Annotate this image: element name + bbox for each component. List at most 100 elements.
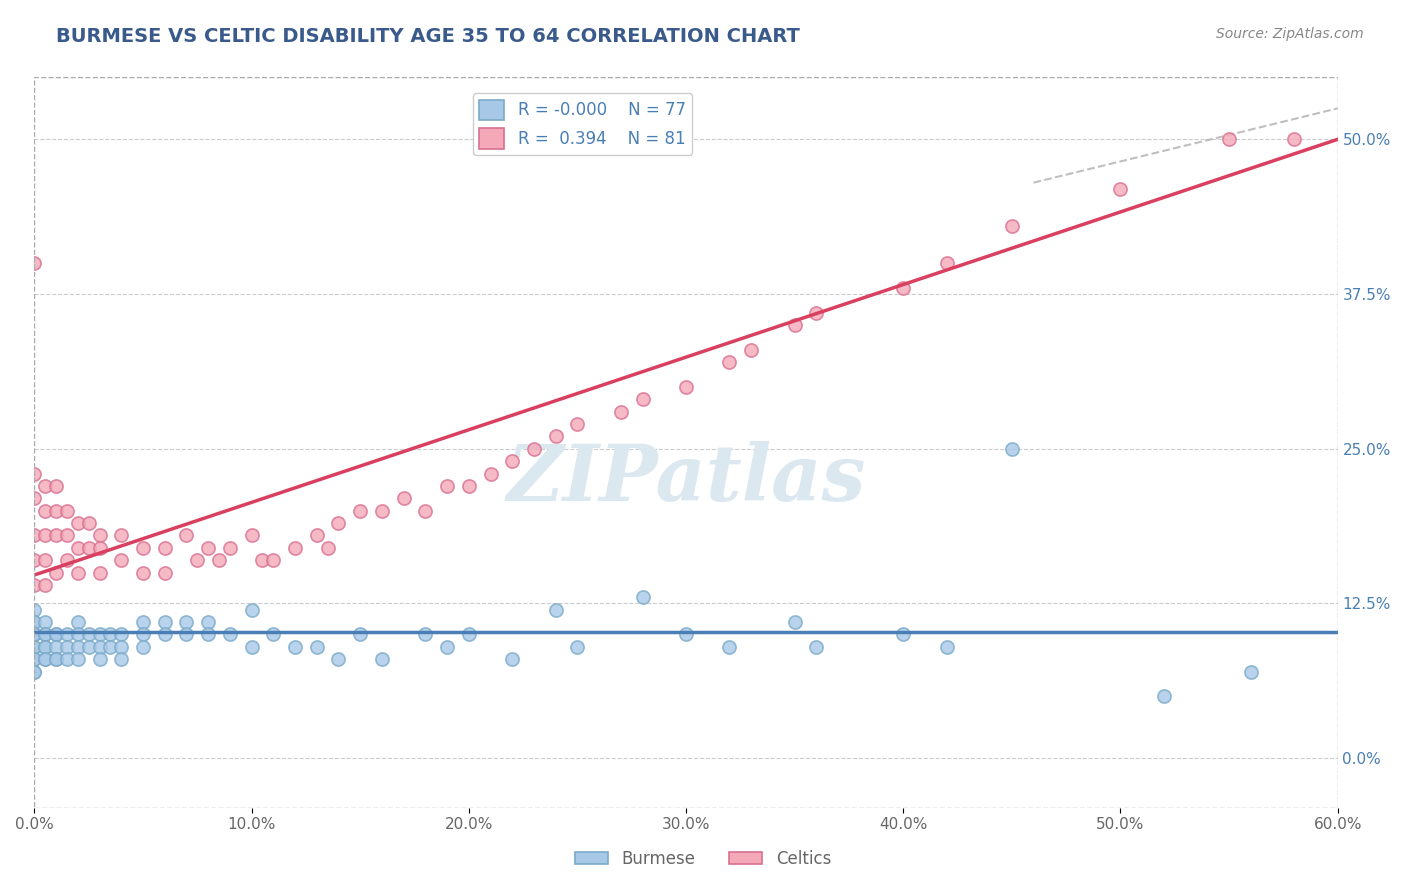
Point bbox=[110, 640, 132, 654]
Point bbox=[22, 665, 45, 679]
Point bbox=[45, 627, 67, 641]
Point bbox=[132, 615, 155, 629]
Point bbox=[34, 503, 56, 517]
Point bbox=[45, 652, 67, 666]
Point bbox=[34, 528, 56, 542]
Point bbox=[110, 528, 132, 542]
Point bbox=[631, 392, 654, 407]
Point bbox=[22, 553, 45, 567]
Point bbox=[718, 355, 741, 369]
Point bbox=[501, 454, 523, 468]
Point bbox=[56, 553, 79, 567]
Point bbox=[567, 640, 589, 654]
Point bbox=[66, 541, 89, 555]
Point bbox=[436, 640, 458, 654]
Point bbox=[284, 541, 307, 555]
Point bbox=[22, 491, 45, 506]
Text: BURMESE VS CELTIC DISABILITY AGE 35 TO 64 CORRELATION CHART: BURMESE VS CELTIC DISABILITY AGE 35 TO 6… bbox=[56, 27, 800, 45]
Point bbox=[1001, 219, 1024, 233]
Point bbox=[457, 627, 479, 641]
Point bbox=[415, 503, 437, 517]
Point bbox=[22, 665, 45, 679]
Point bbox=[22, 640, 45, 654]
Legend: R = -0.000    N = 77, R =  0.394    N = 81: R = -0.000 N = 77, R = 0.394 N = 81 bbox=[472, 93, 692, 155]
Point bbox=[66, 615, 89, 629]
Point bbox=[675, 627, 697, 641]
Point bbox=[153, 627, 176, 641]
Point bbox=[132, 627, 155, 641]
Point bbox=[935, 256, 957, 270]
Point bbox=[186, 553, 208, 567]
Point bbox=[22, 467, 45, 481]
Point bbox=[544, 602, 567, 616]
Point bbox=[783, 615, 806, 629]
Point bbox=[34, 627, 56, 641]
Point bbox=[610, 404, 633, 418]
Point bbox=[56, 503, 79, 517]
Point bbox=[66, 652, 89, 666]
Point bbox=[479, 467, 502, 481]
Point bbox=[89, 652, 111, 666]
Point bbox=[22, 627, 45, 641]
Point bbox=[305, 640, 328, 654]
Text: Source: ZipAtlas.com: Source: ZipAtlas.com bbox=[1216, 27, 1364, 41]
Point bbox=[34, 640, 56, 654]
Point bbox=[110, 652, 132, 666]
Point bbox=[153, 615, 176, 629]
Point bbox=[197, 541, 219, 555]
Point bbox=[56, 627, 79, 641]
Point bbox=[240, 528, 263, 542]
Point bbox=[110, 627, 132, 641]
Point bbox=[34, 640, 56, 654]
Point bbox=[34, 578, 56, 592]
Point bbox=[34, 553, 56, 567]
Point bbox=[436, 479, 458, 493]
Point bbox=[132, 566, 155, 580]
Point bbox=[935, 640, 957, 654]
Point bbox=[66, 640, 89, 654]
Point bbox=[544, 429, 567, 443]
Point bbox=[1240, 665, 1263, 679]
Point bbox=[22, 256, 45, 270]
Point bbox=[197, 627, 219, 641]
Point bbox=[153, 566, 176, 580]
Point bbox=[34, 652, 56, 666]
Point bbox=[252, 553, 274, 567]
Point bbox=[806, 305, 828, 319]
Point bbox=[1001, 442, 1024, 456]
Point bbox=[197, 615, 219, 629]
Point bbox=[501, 652, 523, 666]
Point bbox=[176, 615, 198, 629]
Point bbox=[77, 516, 100, 530]
Point bbox=[1218, 132, 1240, 146]
Point bbox=[1109, 182, 1132, 196]
Point bbox=[34, 615, 56, 629]
Point bbox=[153, 541, 176, 555]
Point bbox=[262, 553, 284, 567]
Point bbox=[284, 640, 307, 654]
Point bbox=[176, 627, 198, 641]
Point bbox=[89, 566, 111, 580]
Point bbox=[34, 479, 56, 493]
Text: ZIPatlas: ZIPatlas bbox=[506, 441, 866, 517]
Point bbox=[349, 503, 371, 517]
Point bbox=[77, 627, 100, 641]
Point bbox=[22, 615, 45, 629]
Point bbox=[34, 627, 56, 641]
Point bbox=[100, 640, 122, 654]
Point bbox=[89, 541, 111, 555]
Legend: Burmese, Celtics: Burmese, Celtics bbox=[568, 844, 838, 875]
Point bbox=[740, 343, 762, 357]
Point bbox=[45, 479, 67, 493]
Point bbox=[783, 318, 806, 332]
Point bbox=[718, 640, 741, 654]
Point bbox=[218, 627, 240, 641]
Point bbox=[176, 528, 198, 542]
Point bbox=[110, 553, 132, 567]
Point bbox=[22, 652, 45, 666]
Point bbox=[415, 627, 437, 641]
Point bbox=[56, 528, 79, 542]
Point bbox=[100, 627, 122, 641]
Point bbox=[891, 627, 914, 641]
Point bbox=[89, 528, 111, 542]
